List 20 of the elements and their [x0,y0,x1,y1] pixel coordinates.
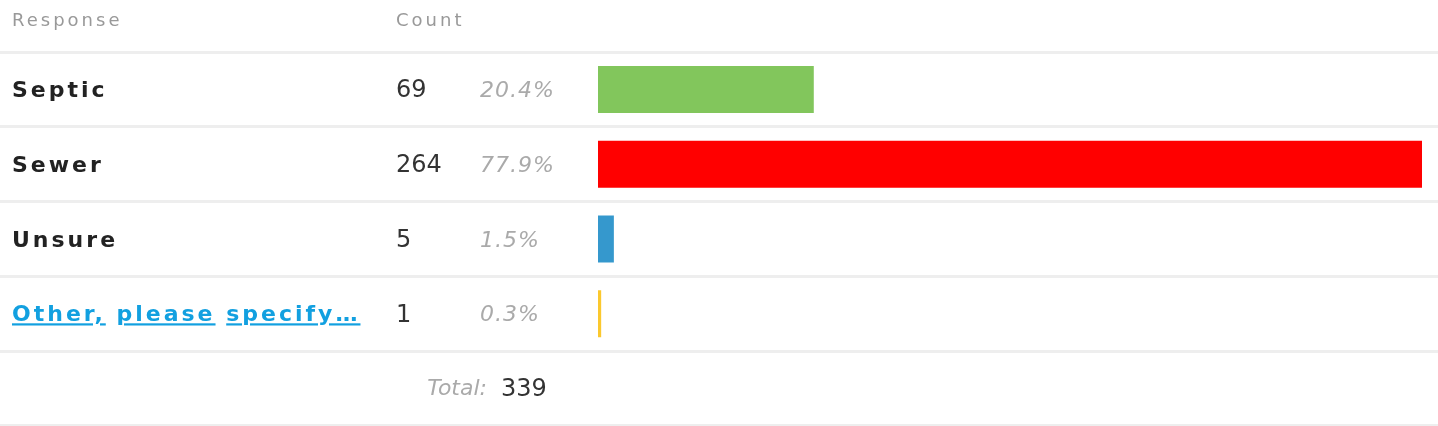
text: 264 [396,149,442,181]
y-tick-label: Septic [12,77,108,103]
x-axis-title: Count [396,8,465,32]
y-axis-title: Response [12,8,123,32]
text: 5 [396,223,412,255]
text: Total: [427,374,487,402]
bar [598,215,614,263]
bar [598,66,814,113]
bar [598,290,602,338]
data-label: 1.5% [480,226,540,252]
y-tick-label: Unsure [12,226,119,252]
bar [598,140,1422,188]
text: 1 [396,298,412,330]
data-label: 0.3% [480,301,540,327]
data-label: 20.4% [480,77,555,103]
text: 69 [396,74,427,106]
y-tick-label: Sewer [12,151,104,177]
text: 339 [501,373,547,403]
y-tick-label: Other, please specify… [12,301,361,327]
data-label: 77.9% [480,151,555,177]
